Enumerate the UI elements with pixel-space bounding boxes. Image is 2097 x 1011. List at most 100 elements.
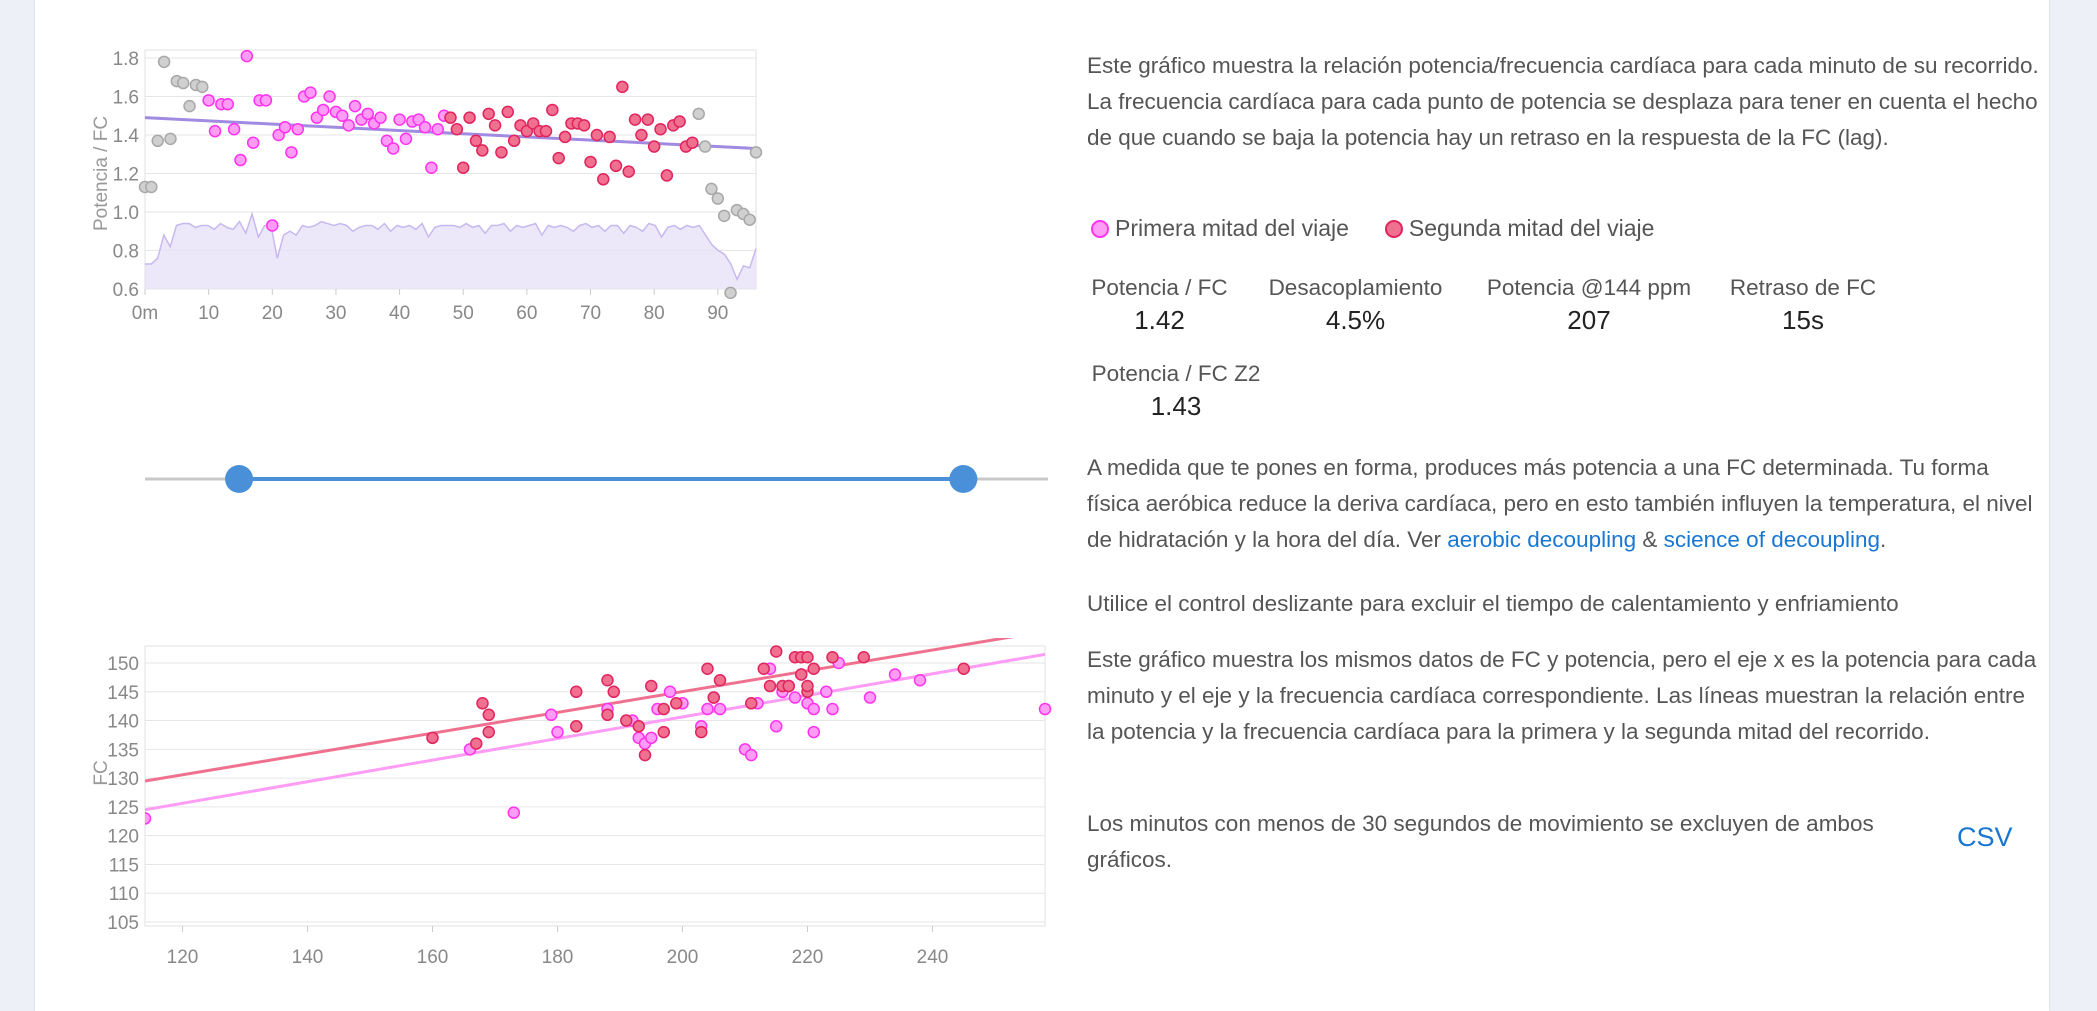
- second-half-point: [857, 650, 870, 664]
- first-half-point: [145, 812, 152, 825]
- first-half-point: [507, 806, 520, 819]
- stat-power-hr-z2-value: 1.43: [1150, 391, 1202, 421]
- excluded-point: [157, 55, 171, 69]
- slider-handle-end[interactable]: [949, 465, 978, 493]
- second-half-point: [628, 113, 642, 126]
- y-tick-label: 145: [107, 683, 139, 704]
- first-half-point: [202, 94, 215, 107]
- first-half-point: [246, 136, 260, 149]
- first-half-point: [431, 122, 445, 136]
- power-area-line: [145, 211, 757, 282]
- x-tick-label: 40: [389, 303, 410, 324]
- first-half-point: [348, 99, 362, 113]
- second-half-point: [609, 159, 623, 173]
- stat-power-hr-z2: Potencia / FC Z2 1.43: [1087, 361, 1265, 422]
- y-tick-label: 1.4: [113, 126, 140, 147]
- second-half-point: [501, 105, 515, 119]
- stat-power-hr-value: 1.42: [1134, 305, 1185, 335]
- second-half-point: [638, 748, 652, 762]
- first-half-point: [545, 708, 558, 722]
- stat-power-at-hr-label: Potencia @144 ppm: [1486, 275, 1692, 300]
- second-half-point: [957, 662, 970, 676]
- y-tick-label: 120: [107, 827, 139, 848]
- x-tick-label: 220: [792, 947, 824, 968]
- first-half-point: [361, 107, 375, 121]
- second-half-point: [795, 668, 808, 681]
- legend-second-half[interactable]: Segunda mitad del viaje: [1384, 215, 1655, 242]
- second-half-point: [482, 708, 495, 722]
- first-half-point: [701, 702, 714, 716]
- stat-power-hr-z2-label: Potencia / FC Z2: [1091, 361, 1261, 386]
- second-half-point: [657, 725, 670, 739]
- second-half-point: [539, 124, 553, 138]
- excluded-point: [183, 99, 196, 113]
- first-half-point: [745, 748, 758, 762]
- aerobic-decoupling-link[interactable]: aerobic decoupling: [1447, 527, 1637, 552]
- y-tick-label: 1.6: [113, 88, 139, 109]
- excluded-point: [705, 182, 718, 196]
- stat-power-hr-label: Potencia / FC: [1091, 275, 1228, 300]
- stat-power-hr: Potencia / FC 1.42: [1087, 275, 1232, 336]
- slider-handle-start[interactable]: [225, 465, 254, 493]
- y-tick-label: 1.2: [113, 165, 139, 186]
- first-half-point: [770, 720, 783, 733]
- second-half-point: [657, 702, 670, 716]
- first-half-point: [259, 94, 273, 107]
- first-half-point: [826, 702, 839, 716]
- y-axis-label: FC: [91, 760, 112, 785]
- second-half-point: [782, 679, 795, 693]
- excluded-point: [145, 180, 158, 194]
- second-half-point: [770, 645, 783, 658]
- first-half-point: [663, 685, 677, 699]
- second-half-point: [801, 679, 814, 693]
- second-half-point: [450, 122, 464, 136]
- legend-first-half[interactable]: Primera mitad del viaje: [1091, 215, 1349, 242]
- second-half-point: [507, 134, 521, 148]
- first-half-point: [913, 674, 927, 687]
- y-tick-label: 110: [109, 884, 139, 905]
- second-half-point: [641, 113, 655, 126]
- second-half-point: [757, 662, 770, 676]
- second-half-point: [670, 697, 683, 710]
- csv-download-link[interactable]: CSV: [1957, 822, 2013, 852]
- second-half-point: [607, 685, 620, 699]
- excluded-point: [164, 132, 177, 146]
- first-half-point: [291, 122, 304, 136]
- time-range-slider[interactable]: [35, 0, 1055, 520]
- x-tick-label: 180: [542, 947, 574, 968]
- science-of-decoupling-link[interactable]: science of decoupling: [1663, 527, 1881, 552]
- stat-power-at-hr: Potencia @144 ppm 207: [1481, 275, 1697, 336]
- legend-second-half-label: Segunda mitad del viaje: [1408, 215, 1655, 241]
- first-half-point: [285, 146, 298, 159]
- second-half-point: [426, 731, 439, 745]
- second-half-point: [570, 720, 583, 733]
- stat-hr-lag: Retraso de FC 15s: [1728, 275, 1878, 336]
- first-half-point: [713, 702, 727, 716]
- legend-first-half-marker: [1091, 219, 1109, 238]
- y-tick-label: 115: [109, 855, 139, 876]
- first-half-point: [278, 121, 292, 134]
- second-half-point: [482, 725, 495, 739]
- second-half-point: [660, 169, 674, 182]
- second-half-point: [701, 662, 714, 676]
- y-tick-label: 105: [107, 913, 139, 934]
- second-half-point: [456, 161, 470, 174]
- y-tick-label: 1.8: [113, 49, 139, 70]
- second-half-point: [645, 679, 658, 693]
- first-half-point: [208, 124, 222, 138]
- excluded-point: [717, 209, 731, 223]
- second-half-point: [469, 134, 483, 148]
- x-tick-label: 240: [917, 947, 949, 968]
- ampersand: &: [1636, 527, 1664, 552]
- exclusion-note: Los minutos con menos de 30 segundos de …: [1087, 811, 1874, 872]
- first-half-point: [336, 109, 349, 122]
- second-half-point: [577, 119, 591, 132]
- first-half-point: [266, 219, 279, 232]
- y-tick-label: 125: [107, 798, 139, 819]
- legend-second-half-marker: [1384, 219, 1403, 238]
- second-half-point: [654, 122, 667, 136]
- second-half-point: [707, 691, 720, 704]
- x-tick-label: 30: [325, 303, 346, 324]
- fitness-text: A medida que te pones en forma, produces…: [1087, 450, 2047, 558]
- second-half-point: [476, 697, 489, 710]
